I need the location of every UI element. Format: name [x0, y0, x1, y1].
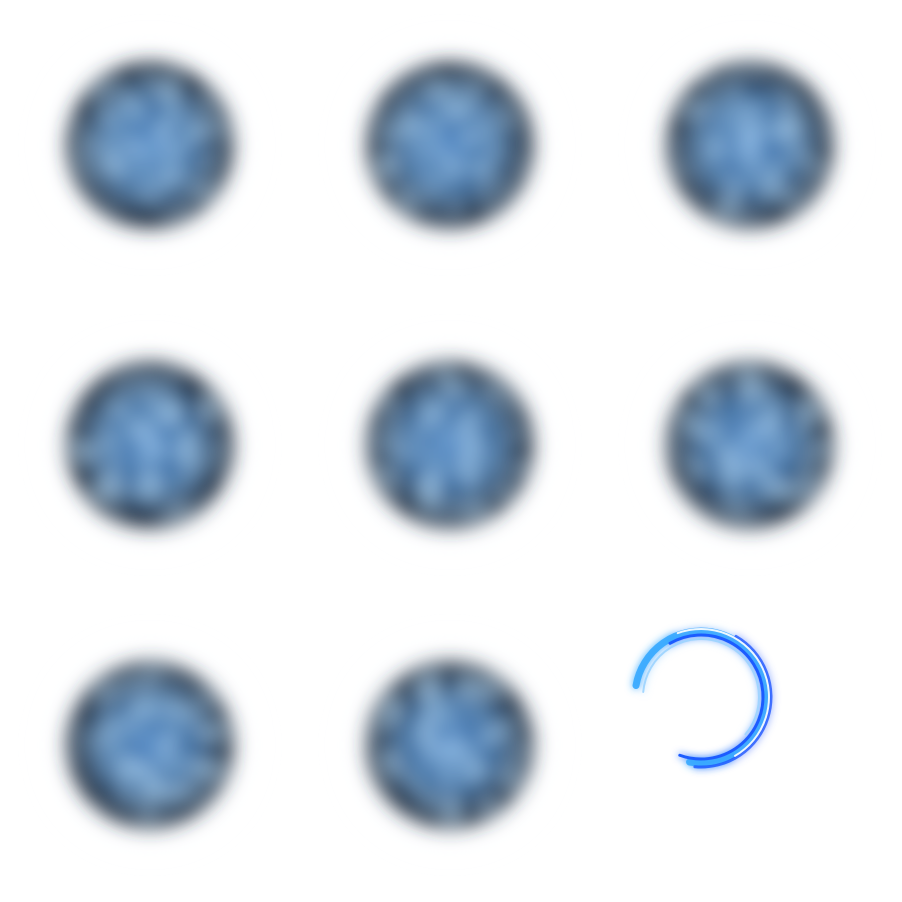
- energy-orb-icon: [50, 645, 250, 845]
- energy-orb-frame: [600, 0, 900, 300]
- energy-orb-icon: [50, 45, 250, 245]
- energy-orb-frame: [0, 600, 300, 900]
- energy-orb-frame: [600, 300, 900, 600]
- swirl-ring-icon: [632, 627, 773, 769]
- swirl-ring-frame: [600, 600, 900, 900]
- energy-orb-icon: [350, 645, 550, 845]
- energy-orb-frame: [300, 600, 600, 900]
- energy-orb-icon: [350, 45, 550, 245]
- energy-orb-icon: [50, 345, 250, 545]
- energy-orb-icon: [350, 345, 550, 545]
- energy-orb-frame: [0, 300, 300, 600]
- energy-orb-icon: [650, 45, 850, 245]
- energy-orb-icon: [650, 345, 850, 545]
- energy-orb-frame: [0, 0, 300, 300]
- energy-orb-frame: [300, 300, 600, 600]
- energy-orb-frame: [300, 0, 600, 300]
